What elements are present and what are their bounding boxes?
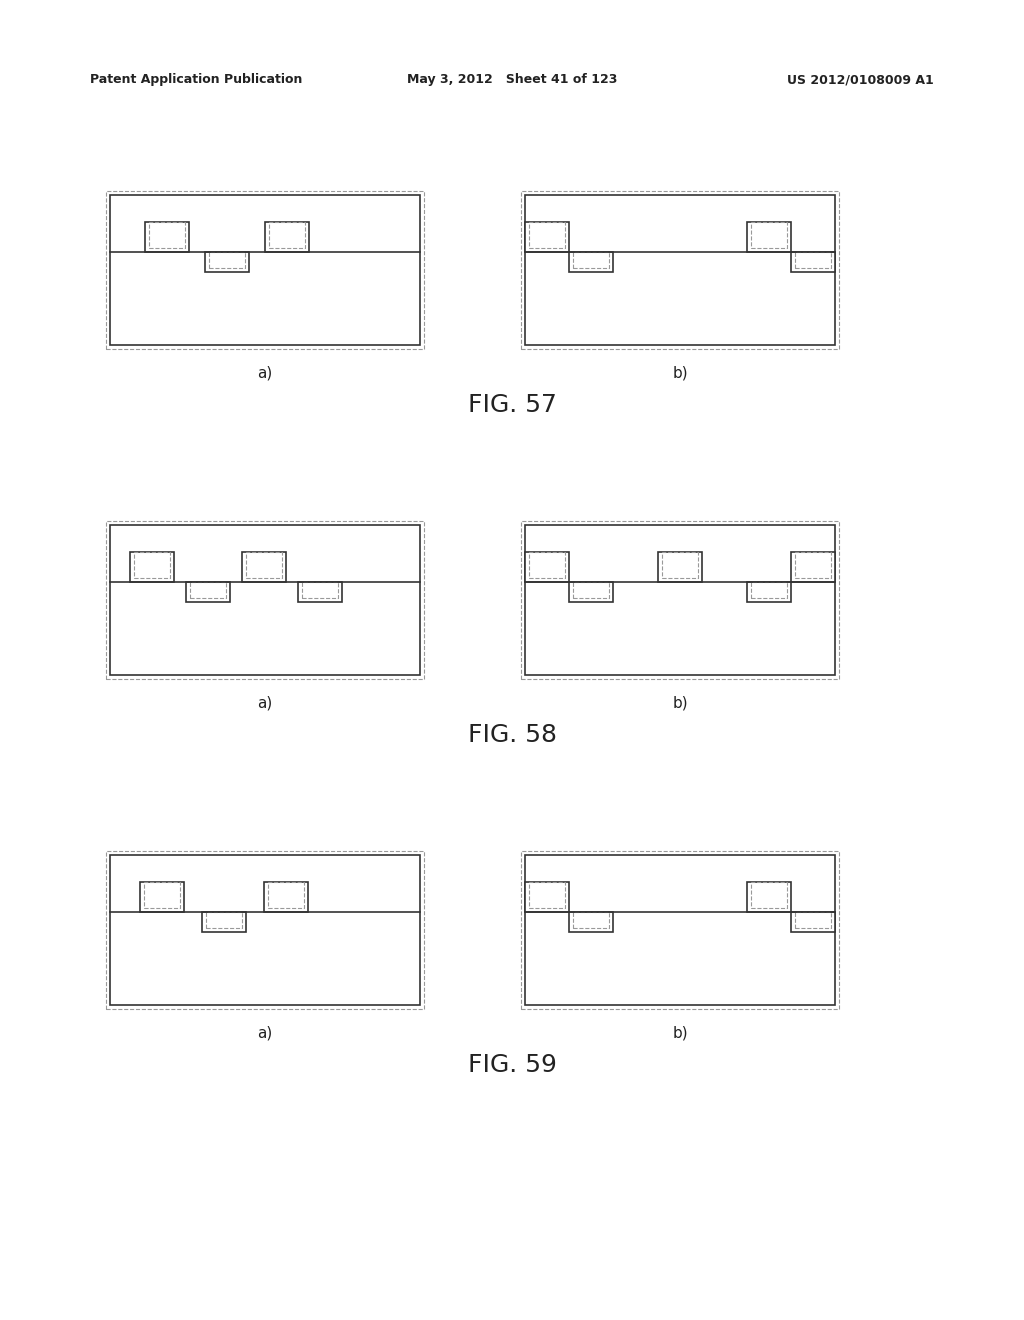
Bar [791,252,835,272]
Bar [525,525,835,675]
Text: Patent Application Publication: Patent Application Publication [90,74,302,87]
Bar [246,552,282,578]
Bar [140,882,184,912]
Text: May 3, 2012   Sheet 41 of 123: May 3, 2012 Sheet 41 of 123 [407,74,617,87]
Bar [521,191,839,348]
Bar [525,855,835,1005]
Bar [206,912,242,928]
Bar [795,912,831,928]
Bar [265,222,309,252]
Text: b): b) [672,696,688,710]
Bar [150,222,185,248]
Bar [268,882,304,908]
Bar [529,552,565,578]
Bar [264,882,308,912]
Bar [573,252,609,268]
Text: a): a) [257,696,272,710]
Bar [130,552,174,582]
Bar [529,882,565,908]
Bar [658,552,702,582]
Text: FIG. 58: FIG. 58 [468,723,556,747]
Bar [746,582,791,602]
Bar [205,252,249,272]
Text: a): a) [257,1026,272,1040]
Text: FIG. 59: FIG. 59 [468,1053,556,1077]
Bar [144,882,180,908]
Bar [190,582,226,598]
Bar [529,222,565,248]
Bar [746,882,791,912]
Bar [298,582,342,602]
Bar [202,912,246,932]
Bar [751,882,787,908]
Text: b): b) [672,1026,688,1040]
Bar [269,222,305,248]
Bar [110,855,420,1005]
Bar [795,252,831,268]
Bar [525,222,569,252]
Bar [791,912,835,932]
Bar [110,195,420,345]
Text: b): b) [672,366,688,380]
Bar [573,582,609,598]
Bar [106,851,424,1008]
Bar [186,582,230,602]
Bar [134,552,170,578]
Bar [751,582,787,598]
Bar [242,552,286,582]
Bar [106,521,424,678]
Bar [525,882,569,912]
Bar [521,851,839,1008]
Bar [569,582,613,602]
Text: a): a) [257,366,272,380]
Bar [106,191,424,348]
Bar [302,582,338,598]
Bar [209,252,245,268]
Bar [751,222,787,248]
Bar [145,222,189,252]
Bar [573,912,609,928]
Bar [791,552,835,582]
Bar [521,521,839,678]
Bar [569,252,613,272]
Bar [662,552,698,578]
Bar [525,195,835,345]
Bar [795,552,831,578]
Bar [110,525,420,675]
Bar [525,552,569,582]
Bar [746,222,791,252]
Text: US 2012/0108009 A1: US 2012/0108009 A1 [787,74,934,87]
Text: FIG. 57: FIG. 57 [468,393,556,417]
Bar [569,912,613,932]
